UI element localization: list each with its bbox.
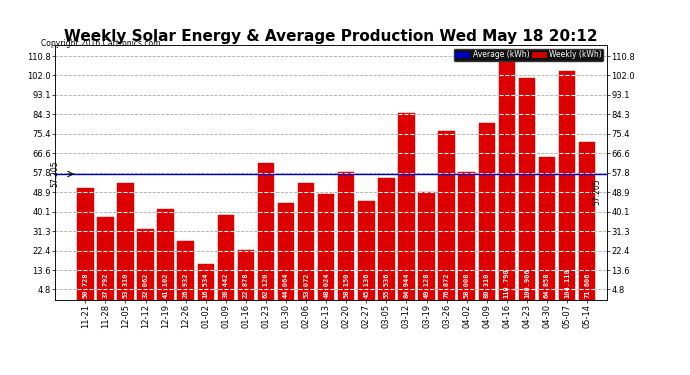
Text: 57.205: 57.205 — [593, 178, 602, 205]
Text: 37.792: 37.792 — [102, 272, 108, 298]
Bar — [318, 194, 335, 300]
Text: 38.442: 38.442 — [223, 272, 229, 298]
Bar — [398, 113, 415, 300]
Text: 50.728: 50.728 — [82, 272, 88, 298]
Text: 100.906: 100.906 — [524, 268, 530, 298]
Text: 57.205: 57.205 — [50, 161, 60, 188]
Text: 53.310: 53.310 — [122, 272, 128, 298]
Text: 62.120: 62.120 — [263, 272, 269, 298]
Bar — [438, 131, 455, 300]
Bar — [117, 183, 134, 300]
Text: 16.534: 16.534 — [203, 272, 209, 298]
Bar — [237, 250, 254, 300]
Legend: Average (kWh), Weekly (kWh): Average (kWh), Weekly (kWh) — [453, 49, 603, 61]
Bar — [479, 123, 495, 300]
Text: 58.150: 58.150 — [343, 272, 349, 298]
Text: 45.136: 45.136 — [364, 272, 369, 298]
Text: 49.128: 49.128 — [424, 272, 430, 298]
Text: 76.872: 76.872 — [444, 272, 450, 298]
Bar — [378, 178, 395, 300]
Title: Weekly Solar Energy & Average Production Wed May 18 20:12: Weekly Solar Energy & Average Production… — [64, 29, 598, 44]
Bar — [418, 192, 435, 300]
Bar — [539, 157, 555, 300]
Bar — [97, 217, 114, 300]
Text: 53.072: 53.072 — [303, 272, 309, 298]
Text: 41.102: 41.102 — [163, 272, 168, 298]
Bar — [217, 215, 234, 300]
Bar — [458, 172, 475, 300]
Bar — [519, 78, 535, 300]
Bar — [278, 203, 294, 300]
Bar — [77, 188, 94, 300]
Bar — [137, 230, 154, 300]
Text: 84.944: 84.944 — [404, 272, 409, 298]
Text: 80.310: 80.310 — [484, 272, 490, 298]
Bar — [358, 201, 375, 300]
Bar — [177, 241, 194, 300]
Text: 104.118: 104.118 — [564, 268, 570, 298]
Text: 64.858: 64.858 — [544, 272, 550, 298]
Bar — [338, 172, 355, 300]
Text: 58.008: 58.008 — [464, 272, 470, 298]
Text: 55.536: 55.536 — [384, 272, 389, 298]
Bar — [499, 56, 515, 300]
Bar — [197, 264, 214, 300]
Text: 71.606: 71.606 — [584, 272, 590, 298]
Bar — [258, 163, 274, 300]
Text: 32.062: 32.062 — [143, 272, 148, 298]
Text: Copyright 2016 Cartronics.com: Copyright 2016 Cartronics.com — [41, 39, 161, 48]
Bar — [157, 210, 174, 300]
Text: 22.878: 22.878 — [243, 272, 249, 298]
Text: 26.932: 26.932 — [183, 272, 188, 298]
Bar — [298, 183, 315, 300]
Bar — [579, 142, 595, 300]
Text: 44.064: 44.064 — [283, 272, 289, 298]
Text: 110.790: 110.790 — [504, 268, 510, 298]
Bar — [559, 71, 575, 300]
Text: 48.024: 48.024 — [323, 272, 329, 298]
